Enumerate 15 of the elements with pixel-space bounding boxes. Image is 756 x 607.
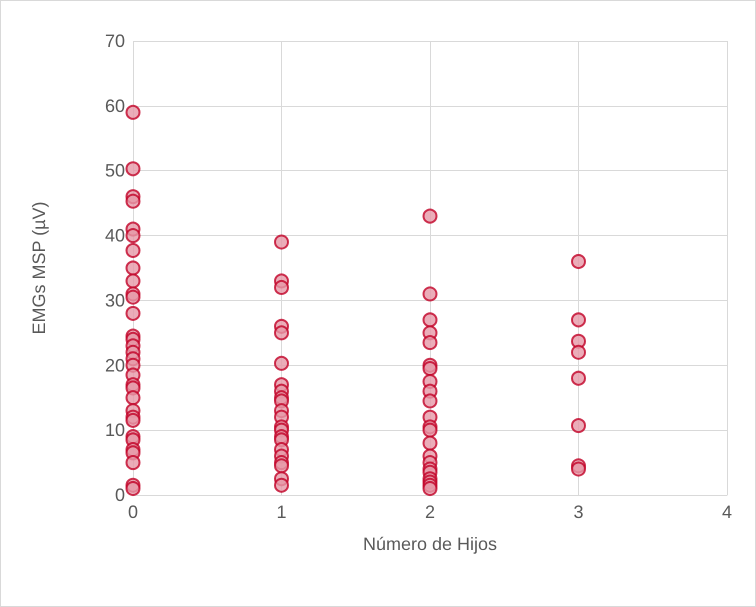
x-tick-label: 2: [424, 502, 436, 522]
y-tick-label: 60: [104, 96, 125, 116]
y-tick-label: 0: [114, 485, 125, 505]
x-axis-title: Número de Hijos: [362, 534, 498, 554]
y-tick-label: 70: [104, 31, 125, 51]
x-tick-label: 1: [276, 502, 287, 522]
y-tick-label: 50: [104, 160, 125, 181]
x-tick-label: 3: [573, 502, 584, 522]
x-tick-label: 4: [722, 502, 732, 522]
y-tick-label: 20: [104, 355, 125, 376]
y-tick-label: 30: [104, 290, 125, 310]
y-tick-label: 10: [104, 420, 125, 440]
x-tick-label: 0: [128, 502, 138, 522]
y-axis-title: EMGs MSP (µV): [29, 201, 49, 335]
y-tick-label: 40: [104, 226, 125, 246]
